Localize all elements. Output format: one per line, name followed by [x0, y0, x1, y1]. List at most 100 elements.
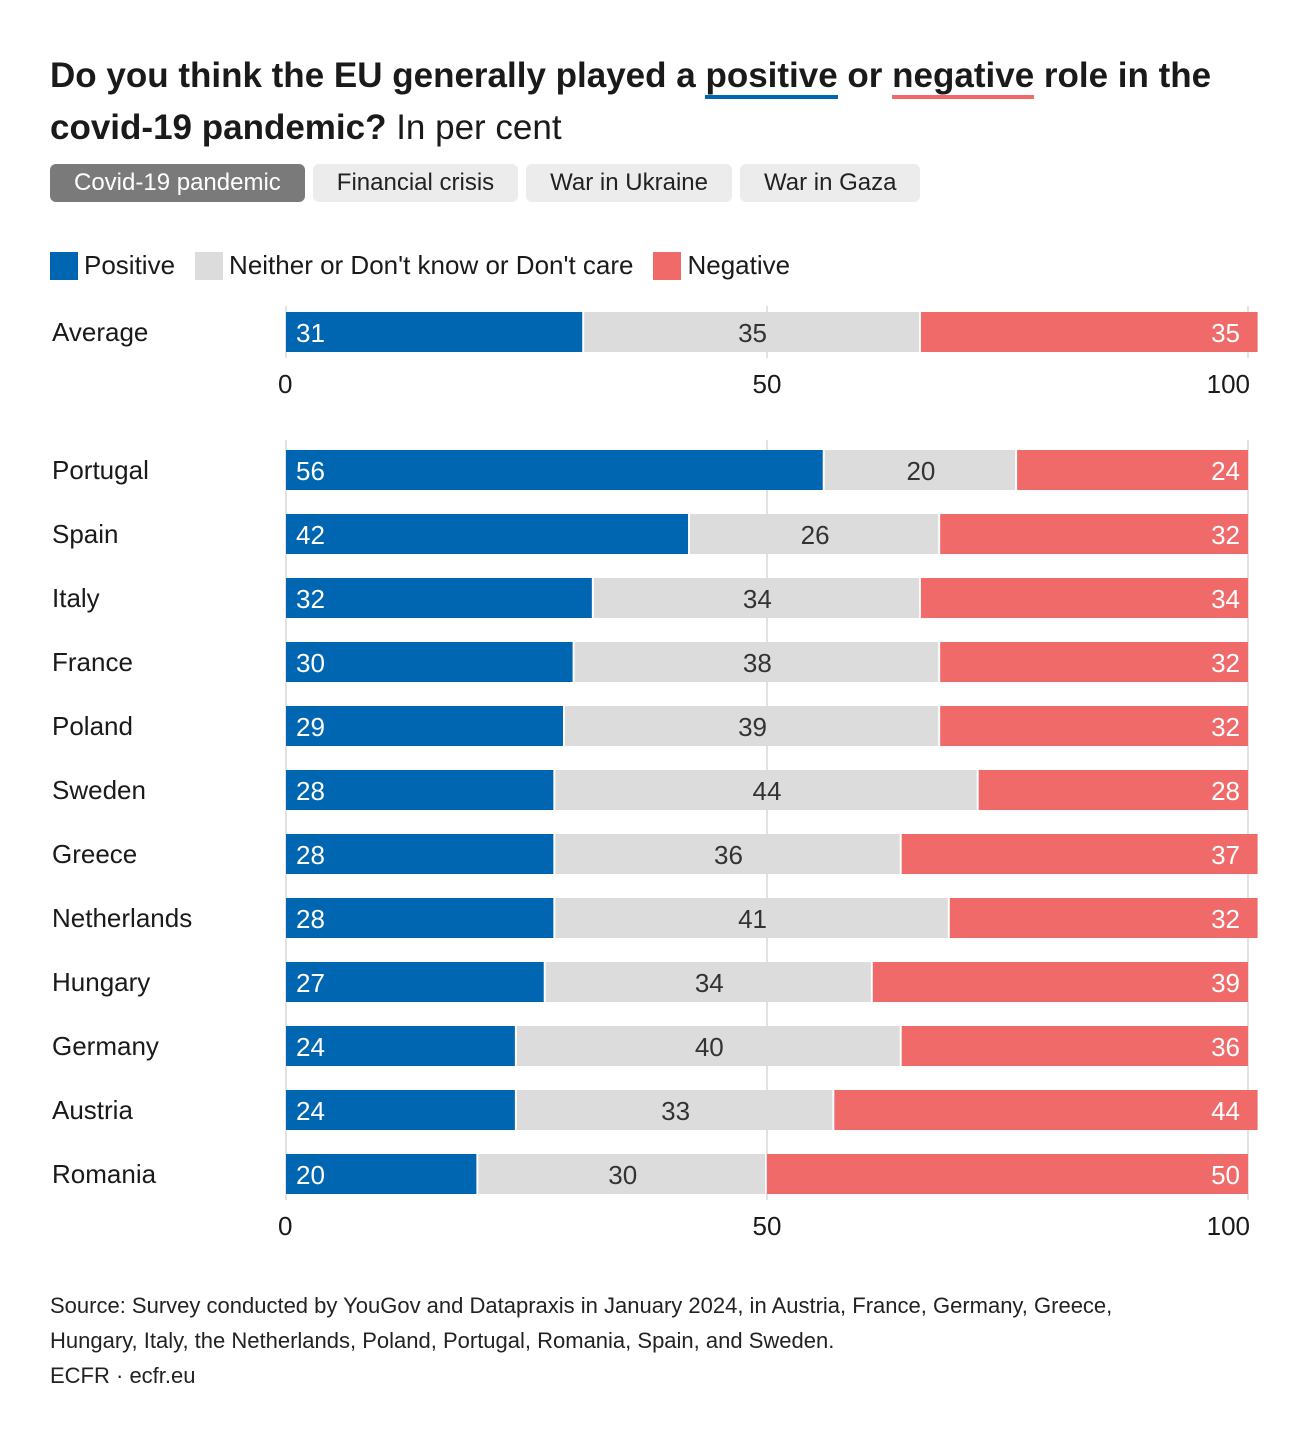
row-netherlands-bar-negative: [949, 898, 1258, 938]
row-sweden-bar-neither: [555, 770, 977, 810]
row-greece-bar-negative: [901, 834, 1258, 874]
row-germany-bar-neither: [516, 1026, 900, 1066]
row-netherlands-data-label-negative: 32: [1211, 904, 1240, 934]
row-germany-bar-negative: [901, 1026, 1248, 1066]
row-hungary-bar-negative: [872, 962, 1248, 1002]
chart-legend: Positive Neither or Don't know or Don't …: [50, 250, 810, 281]
row-spain-data-label-neither: 26: [801, 520, 830, 550]
row-netherlands-data-label-positive: 28: [296, 904, 325, 934]
row-portugal-category-label: Portugal: [52, 455, 149, 485]
title-part2: or: [837, 56, 893, 95]
legend-swatch-positive: [50, 251, 78, 280]
row-hungary-data-label-neither: 34: [695, 968, 724, 998]
tab-war-in-ukraine[interactable]: War in Ukraine: [526, 164, 732, 202]
row-france-bar-positive: [286, 642, 573, 682]
row-netherlands-category-label: Netherlands: [52, 903, 192, 933]
row-italy-bar-neither: [593, 578, 919, 618]
average-axis-tick-label-0: 0: [278, 369, 292, 399]
row-spain-data-label-negative: 32: [1211, 520, 1240, 550]
row-portugal-data-label-neither: 20: [906, 456, 935, 486]
row-germany-data-label-neither: 40: [695, 1032, 724, 1062]
average-category-label: Average: [52, 317, 148, 347]
average-axis-tick-label-50: 50: [753, 369, 782, 399]
row-romania-bar-positive: [286, 1154, 477, 1194]
row-poland-data-label-neither: 39: [738, 712, 767, 742]
row-greece-data-label-positive: 28: [296, 840, 325, 870]
row-netherlands-data-label-neither: 41: [738, 904, 767, 934]
row-romania-bar-negative: [767, 1154, 1248, 1194]
row-sweden-data-label-negative: 28: [1211, 776, 1240, 806]
row-portugal-bar-positive: [286, 450, 823, 490]
average-bar-negative: [920, 312, 1258, 352]
title-part3: role in the covid-19 pandemic?: [50, 56, 1212, 147]
row-poland-bar-neither: [564, 706, 939, 746]
countries-axis-tick-label-50: 50: [753, 1211, 782, 1241]
row-greece-data-label-negative: 37: [1211, 840, 1240, 870]
tab-covid-19-pandemic[interactable]: Covid-19 pandemic: [50, 164, 305, 202]
row-romania-data-label-negative: 50: [1211, 1160, 1240, 1190]
row-poland-category-label: Poland: [52, 711, 133, 741]
row-portugal-data-label-negative: 24: [1211, 456, 1240, 486]
row-spain-bar-neither: [690, 514, 939, 554]
row-france-bar-negative: [940, 642, 1248, 682]
row-greece-bar-positive: [286, 834, 554, 874]
average-data-label-positive: 31: [296, 318, 325, 348]
row-poland-data-label-negative: 32: [1211, 712, 1240, 742]
legend-label-neither: Neither or Don't know or Don't care: [229, 250, 634, 280]
row-poland-bar-negative: [940, 706, 1248, 746]
row-sweden-bar-negative: [978, 770, 1248, 810]
row-sweden-data-label-neither: 44: [753, 776, 782, 806]
row-austria-bar-neither: [516, 1090, 833, 1130]
legend-swatch-neither: [195, 251, 224, 280]
legend-label-negative: Negative: [687, 250, 791, 280]
row-romania-bar-neither: [478, 1154, 765, 1194]
row-france-data-label-negative: 32: [1211, 648, 1240, 678]
row-france-category-label: France: [52, 647, 133, 677]
row-france-data-label-neither: 38: [743, 648, 772, 678]
row-germany-category-label: Germany: [52, 1031, 159, 1061]
legend-label-positive: Positive: [84, 250, 176, 280]
tab-war-in-gaza[interactable]: War in Gaza: [739, 164, 921, 202]
row-italy-data-label-positive: 32: [296, 584, 325, 614]
stacked-bar-chart: Average 31 35 35 0 50 100 Portugal 56 20 24 Spain 42…: [52, 306, 1258, 1241]
row-austria-category-label: Austria: [52, 1095, 133, 1125]
title-negative-word: negative: [892, 56, 1035, 99]
chart-subtitle: In per cent: [386, 108, 562, 147]
average-data-label-negative: 35: [1211, 318, 1240, 348]
row-portugal-bar-negative: [1017, 450, 1248, 490]
legend-item-neither: Neither or Don't know or Don't care: [195, 250, 633, 281]
row-sweden-data-label-positive: 28: [296, 776, 325, 806]
row-italy-data-label-negative: 34: [1211, 584, 1240, 614]
row-romania-data-label-neither: 30: [608, 1160, 637, 1190]
row-italy-category-label: Italy: [52, 583, 100, 613]
row-sweden-category-label: Sweden: [52, 775, 146, 805]
row-portugal-bar-neither: [824, 450, 1016, 490]
row-austria-bar-positive: [286, 1090, 515, 1130]
row-france-data-label-positive: 30: [296, 648, 325, 678]
row-poland-bar-positive: [286, 706, 563, 746]
average-data-label-neither: 35: [738, 318, 767, 348]
row-hungary-bar-neither: [545, 962, 871, 1002]
chart-title: Do you think the EU generally played a p…: [50, 50, 1250, 154]
row-portugal-data-label-positive: 56: [296, 456, 325, 486]
tab-financial-crisis[interactable]: Financial crisis: [312, 164, 519, 202]
row-sweden-bar-positive: [286, 770, 554, 810]
row-romania-data-label-positive: 20: [296, 1160, 325, 1190]
row-austria-data-label-negative: 44: [1211, 1096, 1240, 1126]
row-austria-data-label-positive: 24: [296, 1096, 325, 1126]
title-positive-word: positive: [705, 56, 838, 99]
row-spain-bar-positive: [286, 514, 689, 554]
row-greece-data-label-neither: 36: [714, 840, 743, 870]
row-hungary-data-label-positive: 27: [296, 968, 325, 998]
legend-item-negative: Negative: [653, 250, 790, 281]
row-spain-category-label: Spain: [52, 519, 119, 549]
countries-axis-tick-label-100: 100: [1207, 1211, 1250, 1241]
row-italy-bar-negative: [920, 578, 1248, 618]
row-italy-data-label-neither: 34: [743, 584, 772, 614]
average-axis-tick-label-100: 100: [1207, 369, 1250, 399]
row-poland-data-label-positive: 29: [296, 712, 325, 742]
row-germany-data-label-negative: 36: [1211, 1032, 1240, 1062]
row-spain-data-label-positive: 42: [296, 520, 325, 550]
source-line-1: Source: Survey conducted by YouGov and D…: [50, 1293, 1113, 1318]
source-credit: ECFR · ecfr.eu: [50, 1363, 196, 1388]
